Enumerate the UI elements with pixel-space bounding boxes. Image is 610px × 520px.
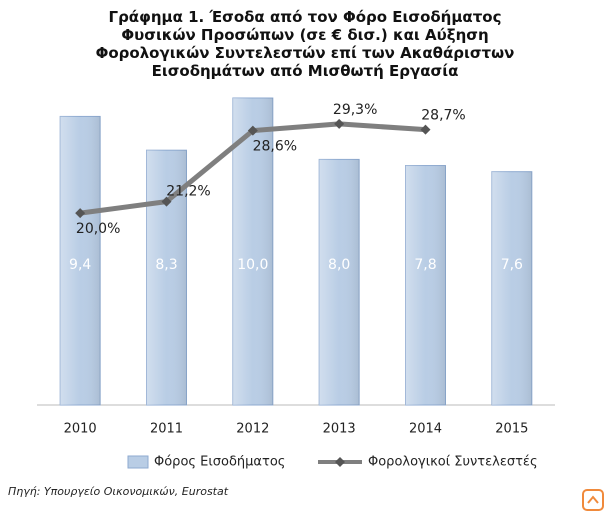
x-tick-label: 2013 xyxy=(323,422,356,437)
legend-marker xyxy=(335,457,345,467)
legend-label: Φορολογικοί Συντελεστές xyxy=(368,455,538,470)
x-tick-label: 2011 xyxy=(150,422,183,437)
line-marker xyxy=(420,124,431,135)
legend-label: Φόρος Εισοδήματος xyxy=(154,455,285,470)
bar-value-label: 9,4 xyxy=(69,257,91,273)
bar-shine xyxy=(232,98,273,405)
legend-swatch xyxy=(127,455,149,469)
line-value-label: 21,2% xyxy=(166,184,210,200)
bar-value-label: 7,8 xyxy=(414,257,436,273)
bar-value-label: 7,6 xyxy=(501,257,523,273)
line-marker xyxy=(75,208,86,219)
chart-title: Γράφημα 1. Έσοδα από τον Φόρο Εισοδήματο… xyxy=(95,8,515,80)
line-value-label: 20,0% xyxy=(76,221,120,237)
x-tick-label: 2015 xyxy=(495,422,528,437)
x-tick-label: 2012 xyxy=(236,422,269,437)
source: Πηγή: Υπουργείο Οικονομικών, Eurostat xyxy=(8,485,229,498)
bar-value-label: 8,3 xyxy=(155,257,177,273)
x-tick-label: 2014 xyxy=(409,422,442,437)
line-marker xyxy=(161,196,172,207)
x-tick-label: 2010 xyxy=(64,422,97,437)
bar-shine xyxy=(319,159,360,405)
line-marker xyxy=(334,118,345,129)
line-value-label: 28,6% xyxy=(253,139,297,155)
line-value-label: 29,3% xyxy=(333,102,377,118)
bar-shine xyxy=(405,165,446,405)
line-marker xyxy=(247,125,258,136)
corner-icon xyxy=(582,489,604,511)
bar-shine xyxy=(491,171,532,405)
corner-icon-arrow xyxy=(587,495,599,504)
bar-value-label: 10,0 xyxy=(237,257,268,273)
bar-shine xyxy=(60,116,101,406)
bar-value-label: 8,0 xyxy=(328,257,350,273)
line-value-label: 28,7% xyxy=(421,108,465,124)
